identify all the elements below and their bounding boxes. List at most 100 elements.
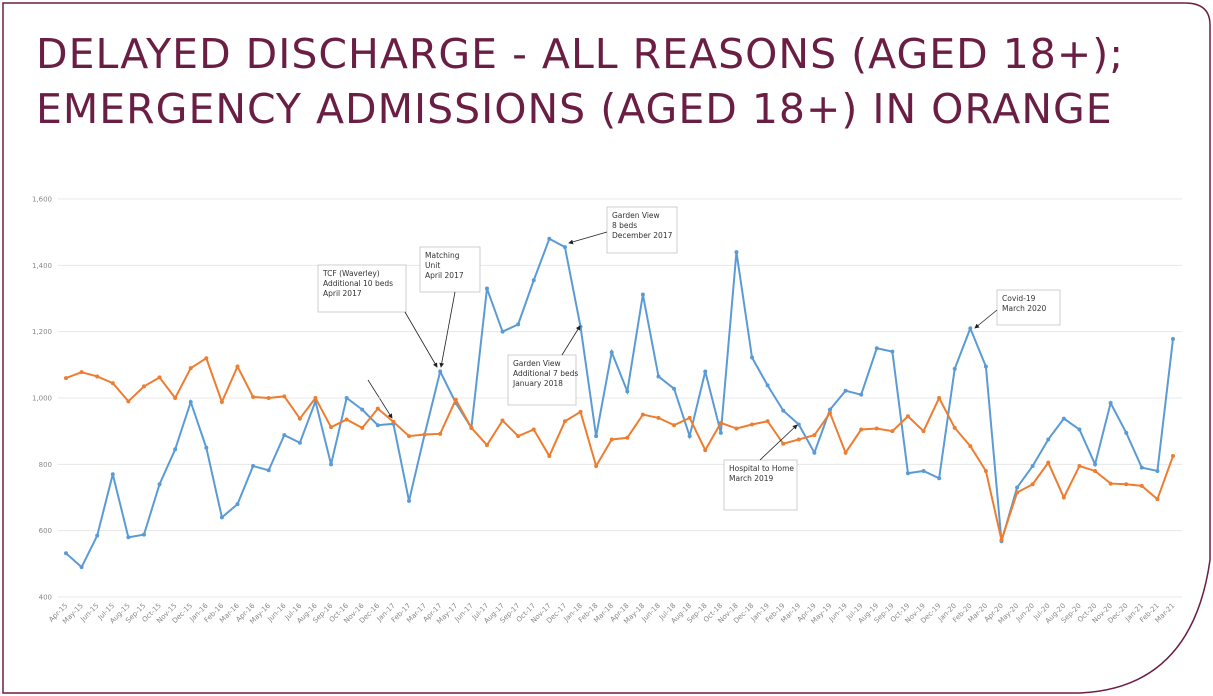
point — [718, 430, 723, 435]
point — [1077, 463, 1082, 468]
point — [329, 462, 334, 467]
point — [1015, 490, 1020, 495]
point — [983, 364, 988, 369]
point — [1171, 454, 1175, 459]
annotation-text: April 2017 — [323, 289, 362, 298]
arrow — [568, 231, 608, 245]
point — [609, 437, 614, 442]
point — [1046, 460, 1051, 465]
point — [640, 412, 645, 417]
point — [594, 463, 599, 468]
point — [79, 370, 84, 375]
point — [1030, 482, 1035, 487]
arrow — [974, 309, 998, 329]
annotation-text: Garden View — [612, 211, 660, 220]
point — [188, 366, 193, 371]
point — [874, 426, 879, 431]
point — [983, 468, 988, 473]
point — [484, 286, 489, 291]
point — [937, 476, 942, 481]
annotation-text: Additional 7 beds — [513, 369, 578, 378]
point — [1108, 481, 1113, 486]
point — [438, 369, 443, 374]
point — [95, 533, 100, 538]
point — [282, 394, 287, 399]
y-tick-label: 1,400 — [32, 262, 52, 270]
point — [484, 443, 489, 448]
y-tick-label: 1,600 — [32, 196, 52, 204]
y-tick-label: 600 — [39, 527, 52, 535]
point — [796, 437, 801, 442]
point — [968, 444, 973, 449]
annotation-text: January 2018 — [512, 379, 563, 388]
point — [734, 250, 739, 255]
annotation-text: March 2019 — [729, 474, 774, 483]
annotation-text: 8 beds — [612, 221, 637, 230]
point — [407, 498, 412, 503]
point — [765, 383, 770, 388]
point — [781, 408, 786, 413]
point — [375, 406, 380, 411]
point — [219, 515, 224, 520]
point — [812, 433, 817, 438]
point — [1093, 462, 1098, 467]
annotation-text: Hospital to Home — [729, 464, 794, 473]
point — [204, 356, 209, 361]
point — [812, 450, 817, 455]
point — [750, 355, 755, 360]
point — [1061, 416, 1066, 421]
point — [578, 409, 583, 414]
annotation-box — [996, 289, 1061, 326]
arrow — [367, 379, 393, 419]
y-tick-label: 1,200 — [32, 328, 52, 336]
point — [344, 396, 349, 400]
point — [453, 397, 458, 402]
point — [859, 427, 864, 432]
point — [968, 326, 973, 331]
annotation-text: March 2020 — [1002, 304, 1047, 313]
point — [391, 419, 396, 424]
point — [874, 346, 879, 351]
point — [157, 375, 162, 380]
point — [173, 447, 178, 452]
point — [375, 423, 380, 428]
point — [516, 434, 521, 439]
annotation-box — [419, 246, 481, 293]
point — [562, 419, 567, 424]
series-line — [65, 237, 1174, 569]
y-tick-label: 400 — [39, 594, 52, 602]
point — [1046, 437, 1051, 442]
point — [516, 322, 521, 327]
point — [765, 419, 770, 424]
point — [827, 410, 832, 415]
point — [1077, 427, 1082, 432]
point — [141, 532, 146, 537]
annotation-text: Unit — [425, 261, 440, 270]
point — [625, 435, 630, 440]
point — [594, 434, 599, 439]
point — [469, 425, 474, 430]
point — [500, 329, 505, 334]
point — [1139, 465, 1144, 470]
point — [266, 468, 271, 473]
annotation-text: December 2017 — [612, 231, 673, 240]
point — [937, 396, 942, 400]
series-line — [65, 356, 1174, 544]
y-tick-label: 1,000 — [32, 395, 52, 403]
point — [781, 441, 786, 446]
point — [672, 386, 677, 391]
annotation-text: Matching — [425, 251, 460, 260]
annotation-text: Covid-19 — [1002, 294, 1036, 303]
point — [141, 384, 146, 389]
point — [672, 423, 677, 428]
annotation-text: Additional 10 beds — [323, 279, 393, 288]
point — [1124, 430, 1129, 435]
point — [251, 463, 256, 468]
arrow — [439, 291, 456, 368]
arrow — [404, 311, 438, 368]
point — [219, 399, 224, 404]
annotation-box — [507, 354, 577, 406]
point — [921, 429, 926, 434]
point — [999, 537, 1004, 542]
